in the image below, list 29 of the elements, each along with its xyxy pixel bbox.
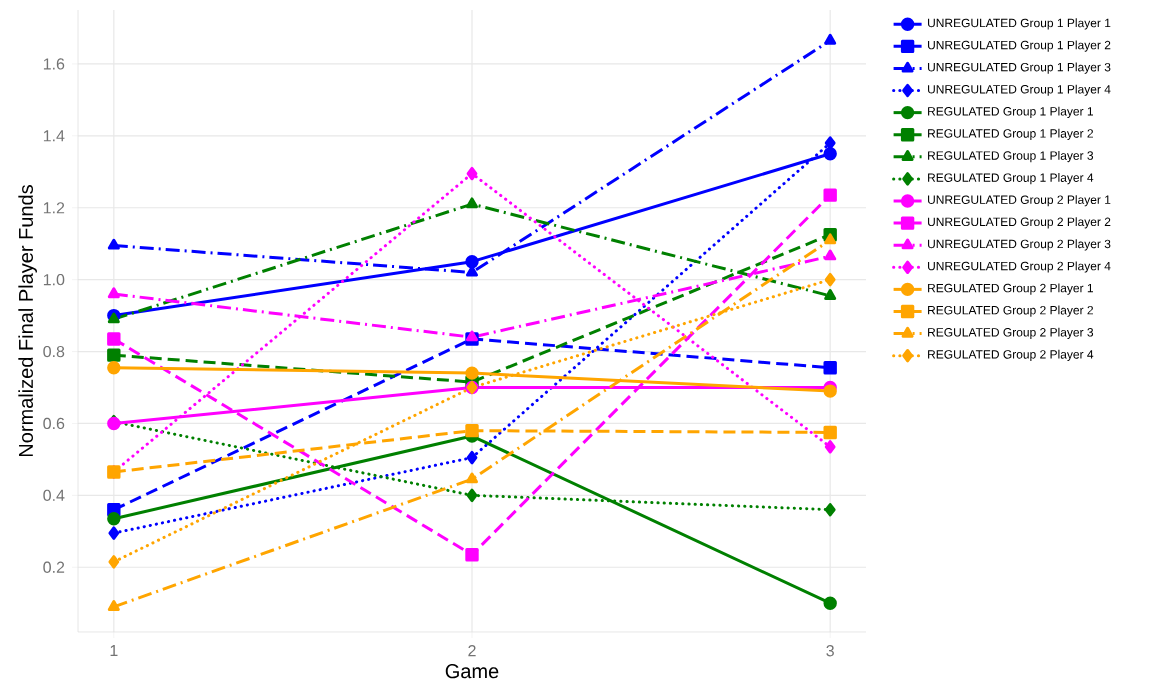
legend-label: UNREGULATED Group 1 Player 1 (928, 18, 1111, 30)
legend-label: REGULATED Group 2 Player 4 (928, 349, 1094, 361)
y-tick-label: 1.6 (43, 58, 65, 70)
y-tick-label: 1.4 (43, 130, 65, 142)
legend-label: UNREGULATED Group 2 Player 1 (928, 195, 1111, 207)
legend-label: REGULATED Group 2 Player 1 (928, 283, 1093, 295)
legend-label: REGULATED Group 2 Player 2 (928, 305, 1093, 317)
x-tick-label: 3 (826, 645, 834, 657)
legend-label: REGULATED Group 2 Player 3 (928, 327, 1094, 339)
legend-label: UNREGULATED Group 1 Player 3 (928, 62, 1111, 74)
legend-label: REGULATED Group 1 Player 2 (928, 128, 1093, 141)
x-axis-title: Game (445, 664, 499, 679)
y-tick-label: 1.0 (43, 273, 65, 286)
x-tick-label: 1 (110, 645, 118, 657)
y-tick-label: 1.2 (43, 202, 65, 214)
legend-label: REGULATED Group 1 Player 3 (928, 150, 1094, 163)
y-tick-label: 0.6 (43, 417, 65, 430)
y-tick-label: 0.4 (43, 489, 65, 502)
y-tick-label: 0.2 (43, 561, 65, 573)
legend-label: UNREGULATED Group 2 Player 2 (928, 217, 1111, 229)
y-axis-title: Normalized Final Player Funds (18, 185, 37, 457)
x-tick-label: 2 (468, 645, 476, 657)
legend-label: UNREGULATED Group 2 Player 3 (928, 239, 1111, 251)
legend-label: UNREGULATED Group 2 Player 4 (928, 261, 1111, 273)
y-tick-label: 0.8 (43, 345, 65, 358)
legend-label: UNREGULATED Group 1 Player 4 (928, 84, 1111, 96)
legend-label: REGULATED Group 1 Player 4 (928, 173, 1094, 185)
legend-label: REGULATED Group 1 Player 1 (928, 106, 1093, 118)
legend-label: UNREGULATED Group 1 Player 2 (928, 40, 1111, 52)
